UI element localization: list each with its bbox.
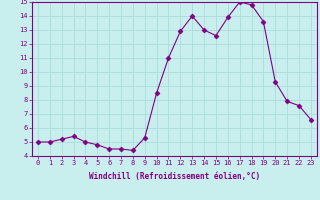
X-axis label: Windchill (Refroidissement éolien,°C): Windchill (Refroidissement éolien,°C) <box>89 172 260 181</box>
